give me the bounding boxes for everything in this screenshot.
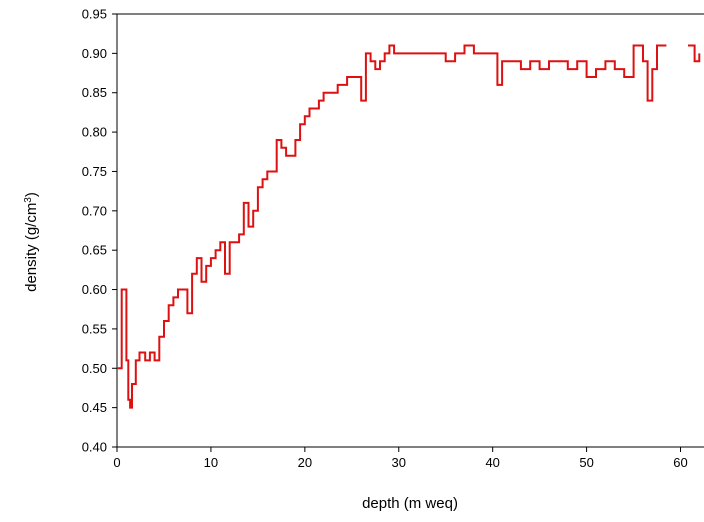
x-tick-label: 0: [113, 455, 120, 470]
x-axis-ticks: 0 10 20 30 40 50 60: [113, 447, 688, 470]
x-tick-label: 40: [485, 455, 499, 470]
y-tick-label: 0.65: [82, 243, 107, 258]
density-series-line: [688, 44, 701, 63]
y-axis-title-end: ): [23, 192, 40, 197]
y-tick-label: 0.60: [82, 282, 107, 297]
x-tick-label: 50: [579, 455, 593, 470]
y-tick-label: 0.90: [82, 46, 107, 61]
plot-area: [117, 44, 701, 409]
x-tick-label: 10: [204, 455, 218, 470]
y-tick-label: 0.85: [82, 85, 107, 100]
y-axis-ticks: 0.40 0.45 0.50 0.55 0.60 0.65 0.70 0.75 0.80 0.85…: [82, 7, 117, 455]
x-tick-label: 20: [298, 455, 312, 470]
y-tick-label: 0.75: [82, 164, 107, 179]
x-axis-title: depth (m weq): [362, 495, 458, 512]
y-tick-label: 0.95: [82, 7, 107, 22]
x-tick-label: 60: [673, 455, 687, 470]
y-tick-label: 0.40: [82, 440, 107, 455]
density-series-line: [117, 44, 667, 409]
y-axis-title: density (g/cm3): [23, 192, 41, 292]
y-tick-label: 0.45: [82, 400, 107, 415]
axes: [116, 13, 704, 448]
y-tick-label: 0.50: [82, 361, 107, 376]
y-tick-label: 0.70: [82, 203, 107, 218]
y-tick-label: 0.55: [82, 321, 107, 336]
x-tick-label: 30: [392, 455, 406, 470]
y-axis-title-main: density (g/cm: [23, 203, 40, 292]
y-tick-label: 0.80: [82, 125, 107, 140]
y-axis-title-sup: 3: [23, 197, 34, 203]
